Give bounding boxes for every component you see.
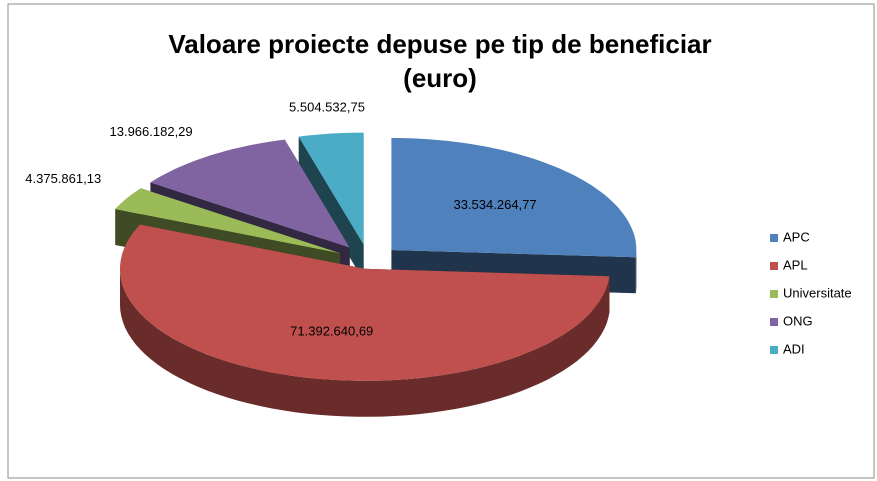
legend-label: APC (783, 229, 810, 244)
slice (391, 138, 637, 258)
legend-swatch (770, 346, 778, 354)
legend-label: APL (783, 257, 808, 272)
slice (298, 132, 364, 245)
legend-label: Universitate (783, 285, 852, 300)
chart-title: (euro) (403, 63, 477, 93)
data-label: 5.504.532,75 (289, 100, 365, 115)
slice (150, 139, 350, 248)
slice-side (120, 268, 610, 417)
legend-swatch (770, 262, 778, 270)
slice (115, 188, 341, 254)
legend-label: ONG (783, 313, 813, 328)
legend-swatch (770, 290, 778, 298)
slice (120, 224, 610, 417)
data-label: 33.534.264,77 (453, 197, 536, 212)
legend-label: ADI (783, 341, 805, 356)
legend-swatch (770, 234, 778, 242)
data-label: 13.966.182,29 (110, 124, 193, 139)
chart-title: Valoare proiecte depuse pe tip de benefi… (168, 29, 711, 59)
legend-swatch (770, 318, 778, 326)
data-label: 71.392.640,69 (290, 323, 373, 338)
slice (120, 224, 610, 381)
slice-side (635, 250, 637, 294)
data-label: 4.375.861,13 (25, 171, 101, 186)
